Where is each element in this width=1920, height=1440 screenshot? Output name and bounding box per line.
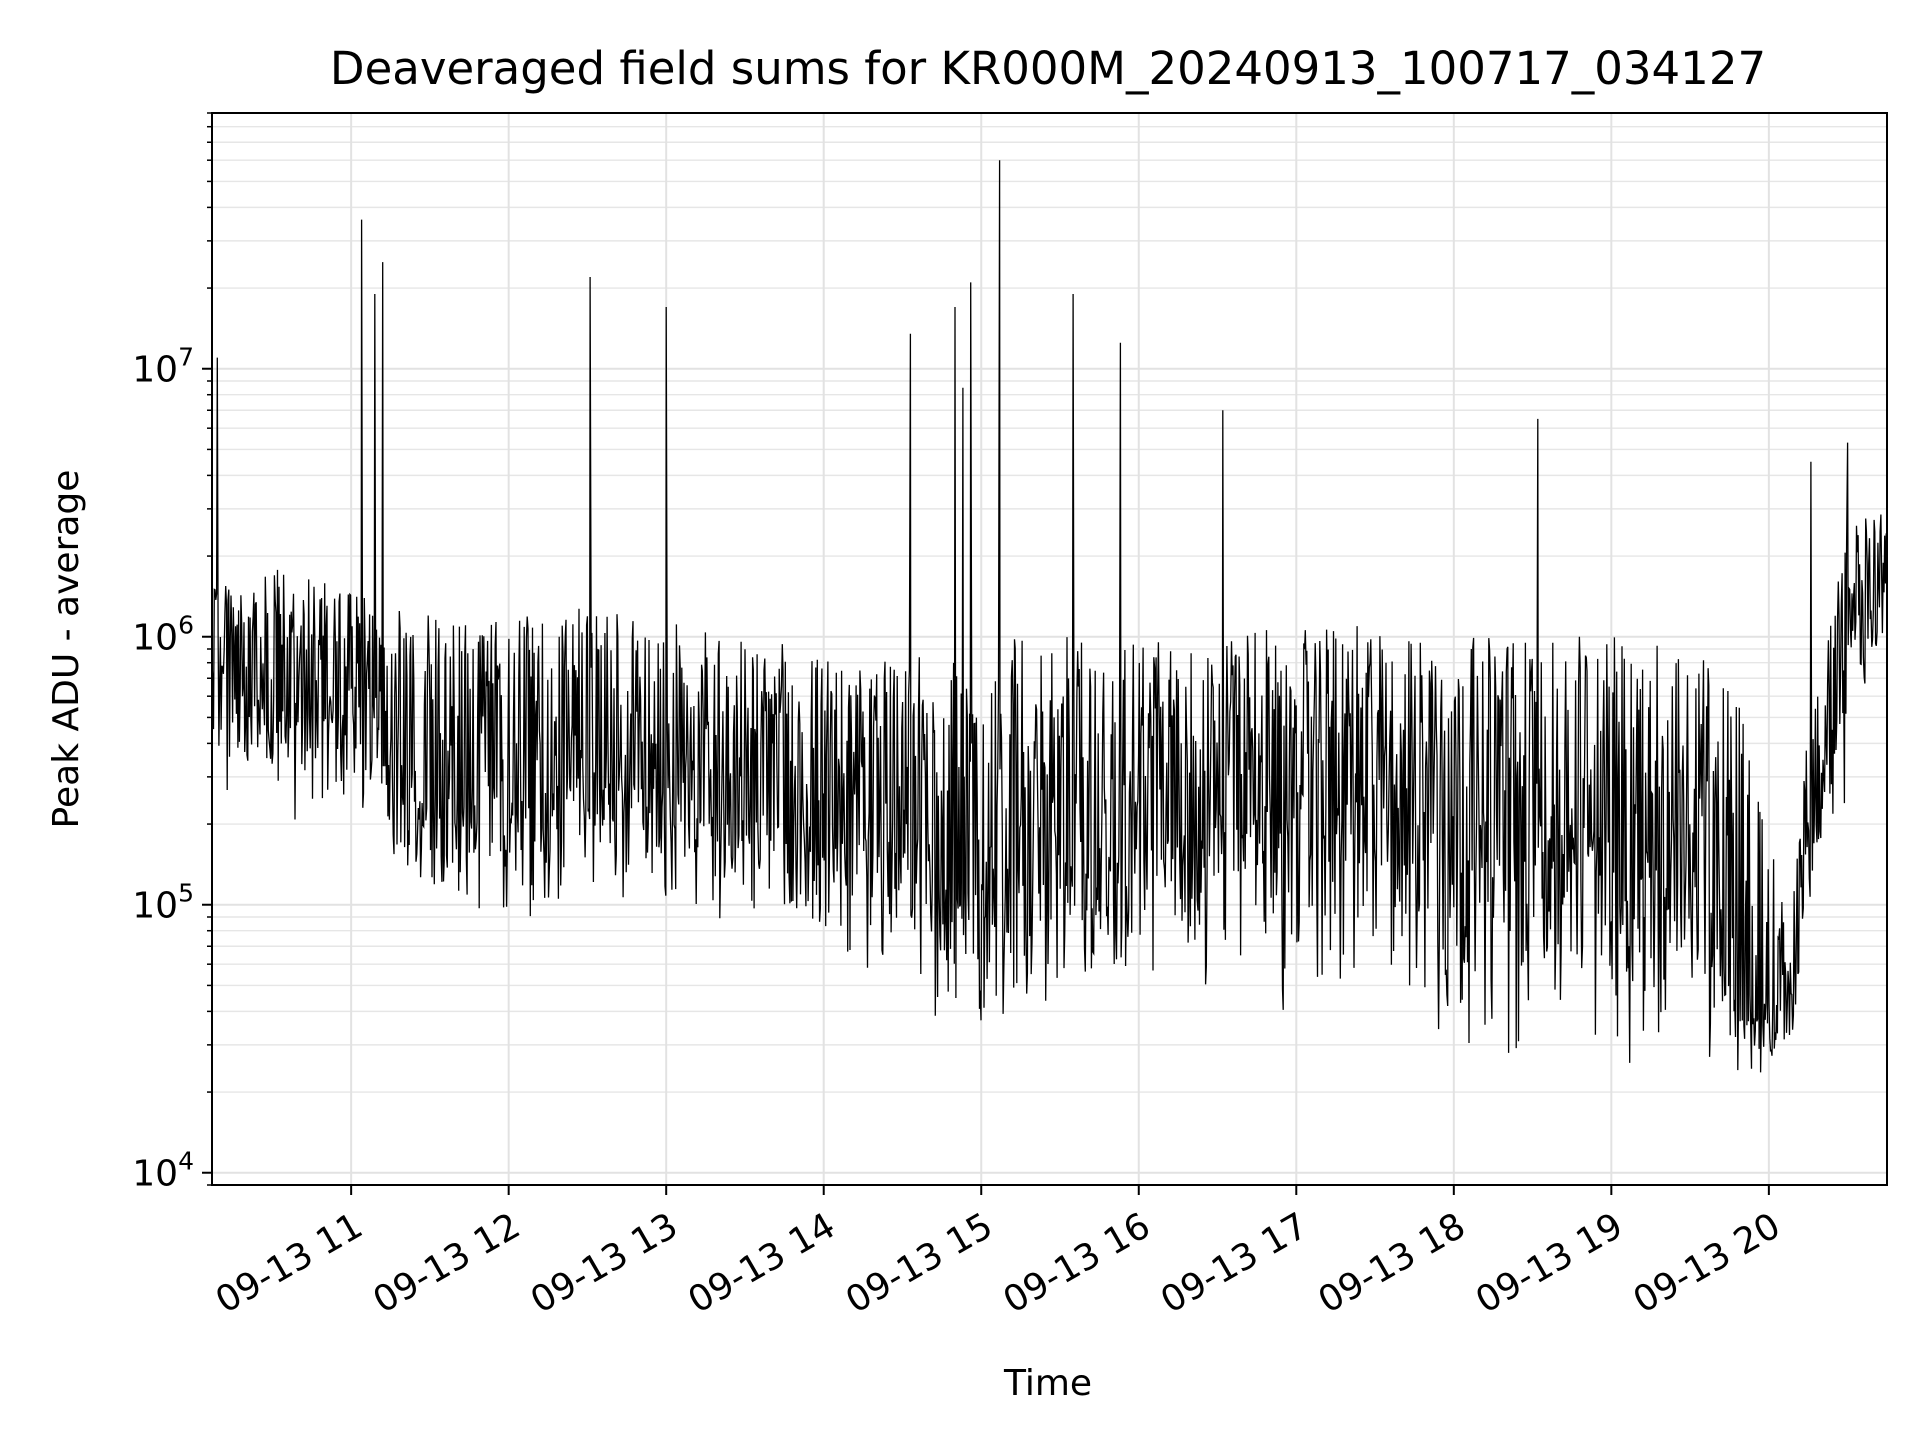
y-tick-label: 107 <box>132 343 194 391</box>
chart-title: Deaveraged field sums for KR000M_2024091… <box>330 42 1766 95</box>
y-tick-label: 106 <box>132 611 194 659</box>
series-line <box>211 160 1888 1073</box>
series-layer <box>211 160 1888 1073</box>
y-axis-ticks: 104 105 106 107 <box>132 112 212 1195</box>
x-axis-label: Time <box>1003 1363 1092 1404</box>
y-axis-label: Peak ADU - average <box>46 470 87 829</box>
y-tick-label: 104 <box>132 1147 194 1195</box>
y-tick-label: 105 <box>132 879 194 927</box>
